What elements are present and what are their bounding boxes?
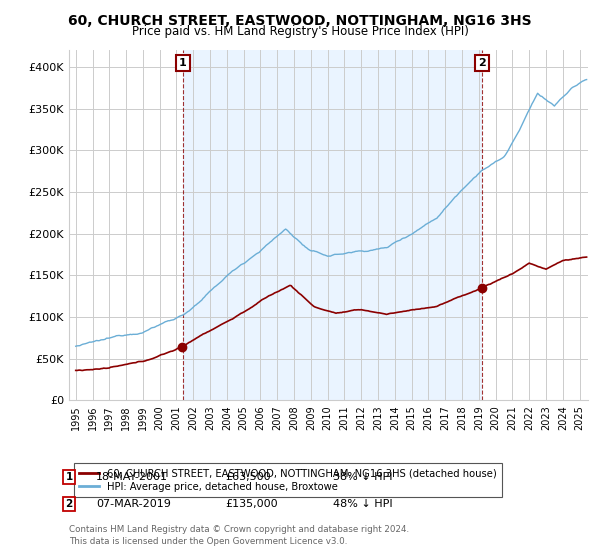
Text: £63,500: £63,500 bbox=[225, 472, 271, 482]
Bar bbox=[183, 50, 482, 400]
Text: Price paid vs. HM Land Registry's House Price Index (HPI): Price paid vs. HM Land Registry's House … bbox=[131, 25, 469, 38]
Legend: 60, CHURCH STREET, EASTWOOD, NOTTINGHAM, NG16 3HS (detached house), HPI: Average: 60, CHURCH STREET, EASTWOOD, NOTTINGHAM,… bbox=[74, 463, 502, 497]
Text: £135,000: £135,000 bbox=[225, 499, 278, 509]
Text: 07-MAR-2019: 07-MAR-2019 bbox=[96, 499, 171, 509]
Text: 38% ↓ HPI: 38% ↓ HPI bbox=[333, 472, 392, 482]
Text: 2: 2 bbox=[65, 499, 73, 509]
Text: 2: 2 bbox=[478, 58, 485, 68]
Text: 1: 1 bbox=[179, 58, 187, 68]
Text: 60, CHURCH STREET, EASTWOOD, NOTTINGHAM, NG16 3HS: 60, CHURCH STREET, EASTWOOD, NOTTINGHAM,… bbox=[68, 14, 532, 28]
Text: Contains HM Land Registry data © Crown copyright and database right 2024.: Contains HM Land Registry data © Crown c… bbox=[69, 525, 409, 534]
Text: 1: 1 bbox=[65, 472, 73, 482]
Text: 18-MAY-2001: 18-MAY-2001 bbox=[96, 472, 168, 482]
Text: 48% ↓ HPI: 48% ↓ HPI bbox=[333, 499, 392, 509]
Text: This data is licensed under the Open Government Licence v3.0.: This data is licensed under the Open Gov… bbox=[69, 537, 347, 546]
